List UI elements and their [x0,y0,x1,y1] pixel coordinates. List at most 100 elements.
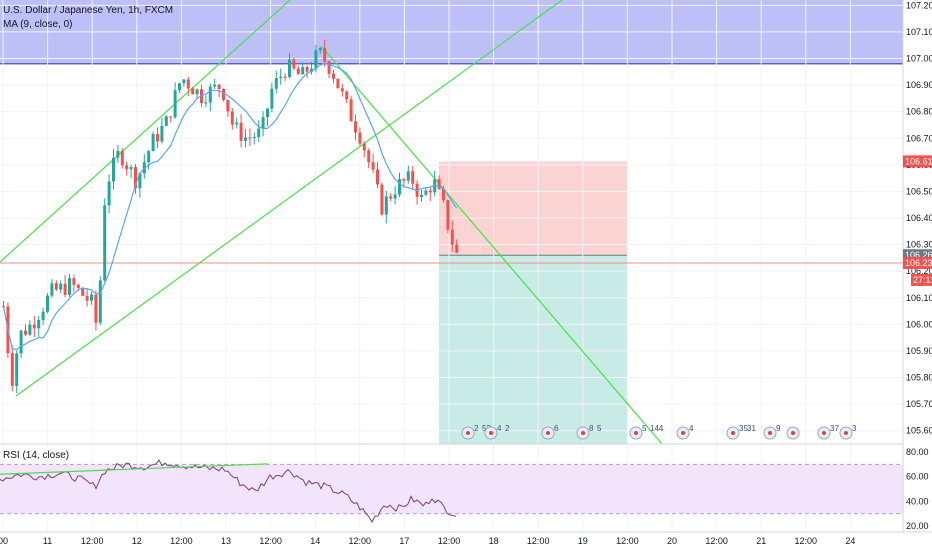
event-count-label: 2 [474,424,479,433]
symbol-legend[interactable]: U.S. Dollar / Japanese Yen, 1h, FXCM [3,5,174,16]
rsi-band [0,464,903,514]
descending-trendline[interactable] [321,46,663,445]
candle-body [178,83,181,91]
candle-body [147,151,151,163]
candle-body [406,171,410,181]
candle-body [266,108,269,118]
event-count-label: 5 [597,424,602,433]
price-tick-label: 105.900 [906,346,932,356]
candle-body [28,324,32,335]
candle-body [411,171,415,184]
rsi-legend[interactable]: RSI (14, close) [3,450,70,461]
candle-body [125,165,129,170]
trendlines-layer[interactable] [0,0,903,445]
candle-body [19,330,23,354]
candle-body [318,48,322,51]
price-tick-label: 106.100 [906,293,932,303]
candle-body [173,90,177,118]
price-tick-label: 107.200 [906,0,932,10]
price-tick-label: 105.800 [906,373,932,383]
candle-body [340,88,344,92]
candle-body [41,311,45,320]
candle-body [283,76,287,78]
event-count-label: 9 [776,424,781,433]
candle-body [428,190,432,193]
candle-body [90,294,93,301]
candle-body [226,99,230,112]
candle-body [314,50,318,69]
stop-price-badge-text: 106.613 [905,156,932,166]
time-tick-label: 12:00 [795,536,818,546]
economic-events-layer[interactable]: 252426855144435319373 [461,424,857,440]
time-tick-label: 00 [0,536,8,546]
candle-body [380,184,384,215]
candle-body [455,244,459,253]
candle-body [398,179,401,195]
candle-body [204,102,208,104]
candle-body [160,125,164,142]
channel-upper-line[interactable] [0,0,291,263]
channel-lower-line[interactable] [15,0,563,397]
candle-body [384,196,388,215]
candle-body [37,319,41,329]
candle-body [195,89,199,95]
candle-body [239,122,243,141]
rsi-line [0,459,457,524]
candle-body [323,48,327,62]
event-flag-dot [581,431,585,435]
time-tick-label: 18 [489,536,499,546]
event-flag-dot [466,431,470,435]
candle-body [349,99,353,122]
entry-price-badge-text: 106.260 [905,250,932,260]
event-flag-dot [791,431,795,435]
candle-body [354,121,357,133]
event-count-label: 3 [852,424,857,433]
time-tick-label: 12:00 [527,536,550,546]
time-tick-label: 12:00 [259,536,282,546]
ma-line [2,62,458,351]
candle-body [274,78,278,89]
candle-body [120,150,124,166]
time-tick-label: 20 [667,536,677,546]
rsi-tick-label: 80.00 [906,447,929,457]
candle-body [257,128,261,138]
candle-body [252,137,256,139]
candle-body [164,116,168,126]
time-tick-label: 12:00 [81,536,104,546]
candle-body [107,181,111,206]
candle-body [446,200,450,230]
candle-body [94,294,98,323]
candle-body [296,68,300,75]
candle-body [85,295,89,301]
entry-price-badge [903,249,932,262]
rsi-tick-label: 20.00 [906,521,929,531]
candle-body [305,66,309,72]
event-flag-dot [546,431,550,435]
event-flag-dot [768,431,772,435]
price-tick-label: 105.600 [906,426,932,436]
event-flag-dot [844,431,848,435]
candle-body [358,132,362,144]
candle-body [248,137,252,139]
last-price-badge [903,256,932,269]
price-tick-label: 106.500 [906,186,932,196]
rsi-trendline [0,463,269,475]
event-flag-dot [731,431,735,435]
candle-body [270,88,274,109]
candle-body [182,79,186,84]
candle-body [217,84,221,89]
event-count-label: 35 [739,424,748,433]
candle-body [10,353,14,386]
candle-body [116,150,120,158]
time-tick-label: 12 [132,536,142,546]
candle-body [336,78,340,89]
time-tick-label: 12:00 [170,536,193,546]
time-tick-label: 24 [845,536,855,546]
countdown-badge [911,273,932,286]
candle-body [15,353,19,386]
candle-body [24,330,27,335]
ma-legend[interactable]: MA (9, close, 0) [3,19,73,30]
